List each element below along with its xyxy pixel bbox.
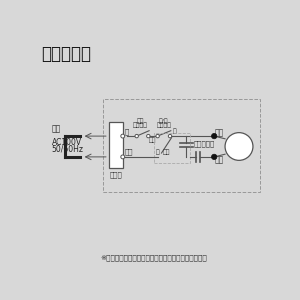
Text: スイッチ: スイッチ (133, 122, 148, 128)
Text: 《結線図》: 《結線図》 (41, 45, 92, 63)
Text: 50/60Hz: 50/60Hz (52, 145, 83, 154)
Text: アカ: アカ (124, 149, 133, 155)
Text: M: M (233, 140, 245, 153)
Text: 強: 強 (172, 129, 176, 134)
Circle shape (225, 133, 253, 160)
Text: アオ: アオ (162, 149, 170, 154)
Circle shape (168, 134, 172, 138)
Text: ※太線部分の結線は、お客様にて施工してください。: ※太線部分の結線は、お客様にて施工してください。 (100, 254, 207, 261)
Text: AC100V: AC100V (52, 138, 82, 147)
Circle shape (135, 134, 138, 138)
Text: 電源: 電源 (52, 124, 61, 133)
Bar (109, 122, 123, 168)
Circle shape (121, 134, 125, 138)
Text: シロ: シロ (214, 128, 224, 137)
Bar (103, 99, 260, 191)
Text: コンデンサ: コンデンサ (194, 141, 215, 148)
Circle shape (212, 134, 217, 139)
Text: 電源: 電源 (137, 118, 144, 124)
Text: 弱: 弱 (155, 149, 159, 154)
Circle shape (212, 154, 217, 160)
Circle shape (147, 134, 150, 138)
Text: モモ: モモ (149, 138, 157, 143)
Text: スイッチ: スイッチ (156, 122, 171, 128)
Circle shape (156, 134, 159, 138)
Bar (154, 133, 190, 163)
Circle shape (121, 155, 125, 159)
Text: キ: キ (124, 128, 129, 135)
Text: 端子台: 端子台 (110, 172, 122, 178)
Text: アカ: アカ (214, 156, 224, 165)
Text: 強/弱: 強/弱 (159, 118, 169, 124)
